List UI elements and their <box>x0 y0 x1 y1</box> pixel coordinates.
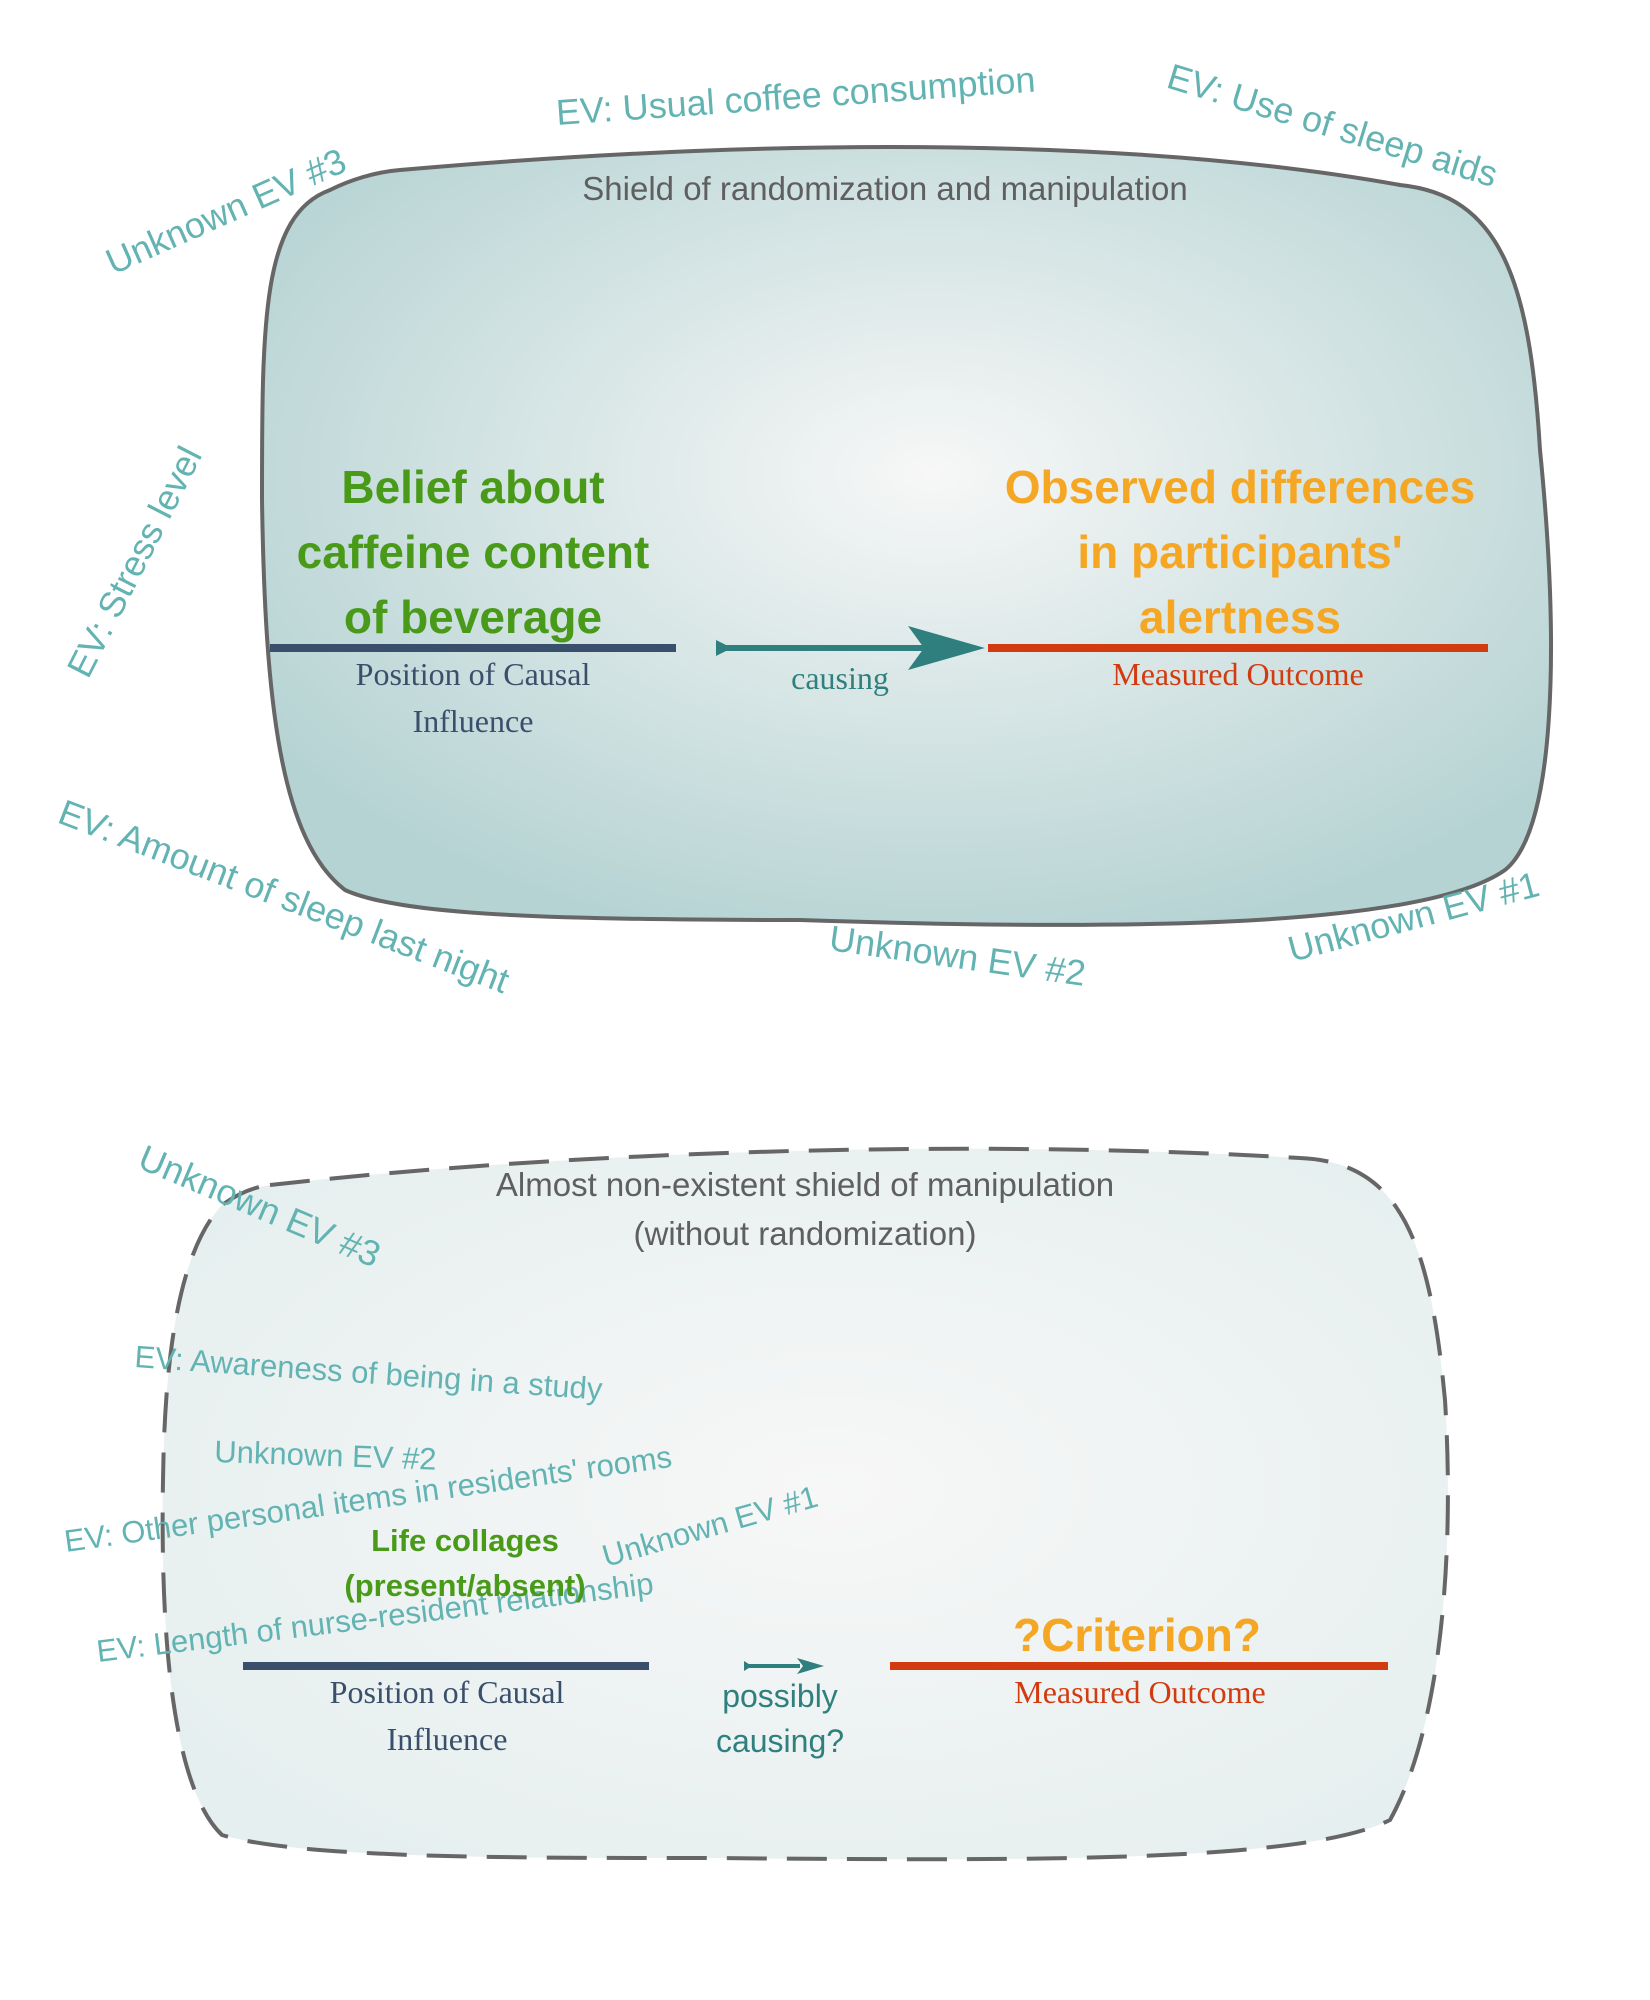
outcome-line-1: Observed differences <box>1005 461 1475 513</box>
cause-2-line-1: Life collages <box>371 1523 559 1558</box>
ev-unknown-2-bottom: Unknown EV #2 <box>214 1434 437 1477</box>
causing-arrow <box>716 626 985 670</box>
arrow-label-2-line-1: possibly <box>722 1678 838 1714</box>
cause-line-1: Belief about <box>341 461 604 513</box>
randomization-shield <box>259 145 1553 927</box>
outcome-line-3: alertness <box>1139 591 1341 643</box>
cause-caption-2-line-1: Position of Causal <box>330 1674 565 1710</box>
cause-caption: Position of Causal Influence <box>356 656 591 739</box>
arrow-label-2-line-2: causing? <box>716 1723 844 1759</box>
shield-title: Shield of randomization and manipulation <box>582 170 1187 207</box>
cause-caption-2-line-2: Influence <box>387 1721 508 1757</box>
cause-caption-line-2: Influence <box>413 703 534 739</box>
outcome-line-2: in participants' <box>1077 526 1402 578</box>
ev-usual-coffee: EV: Usual coffee consumption <box>555 59 1037 133</box>
cause-variable: Belief about caffeine content of beverag… <box>297 461 650 643</box>
possibly-causing-arrow <box>744 1658 824 1674</box>
outcome-variable: Observed differences in participants' al… <box>1005 461 1475 643</box>
ev-stress-level: EV: Stress level <box>59 440 210 684</box>
arrow-label: causing <box>791 660 889 696</box>
shield-title-2-line-2: (without randomization) <box>634 1215 977 1252</box>
cause-caption-2: Position of Causal Influence <box>330 1674 565 1757</box>
arrow-label-2: possibly causing? <box>716 1678 844 1759</box>
cause-line-2: caffeine content <box>297 526 650 578</box>
shield-title-2-line-1: Almost non-existent shield of manipulati… <box>496 1166 1114 1203</box>
cause-caption-line-1: Position of Causal <box>356 656 591 692</box>
outcome-caption-2: Measured Outcome <box>1014 1674 1265 1710</box>
cause-line-3: of beverage <box>344 591 602 643</box>
outcome-variable-2: ?Criterion? <box>1013 1609 1261 1661</box>
shield-title-2: Almost non-existent shield of manipulati… <box>496 1166 1114 1252</box>
outcome-caption: Measured Outcome <box>1112 656 1363 692</box>
ev-unknown-2: Unknown EV #2 <box>827 917 1088 994</box>
cause-variable-2: Life collages (present/absent) <box>344 1523 585 1603</box>
manipulation-shield <box>160 1146 1450 1862</box>
cause-2-line-2: (present/absent) <box>344 1568 585 1603</box>
